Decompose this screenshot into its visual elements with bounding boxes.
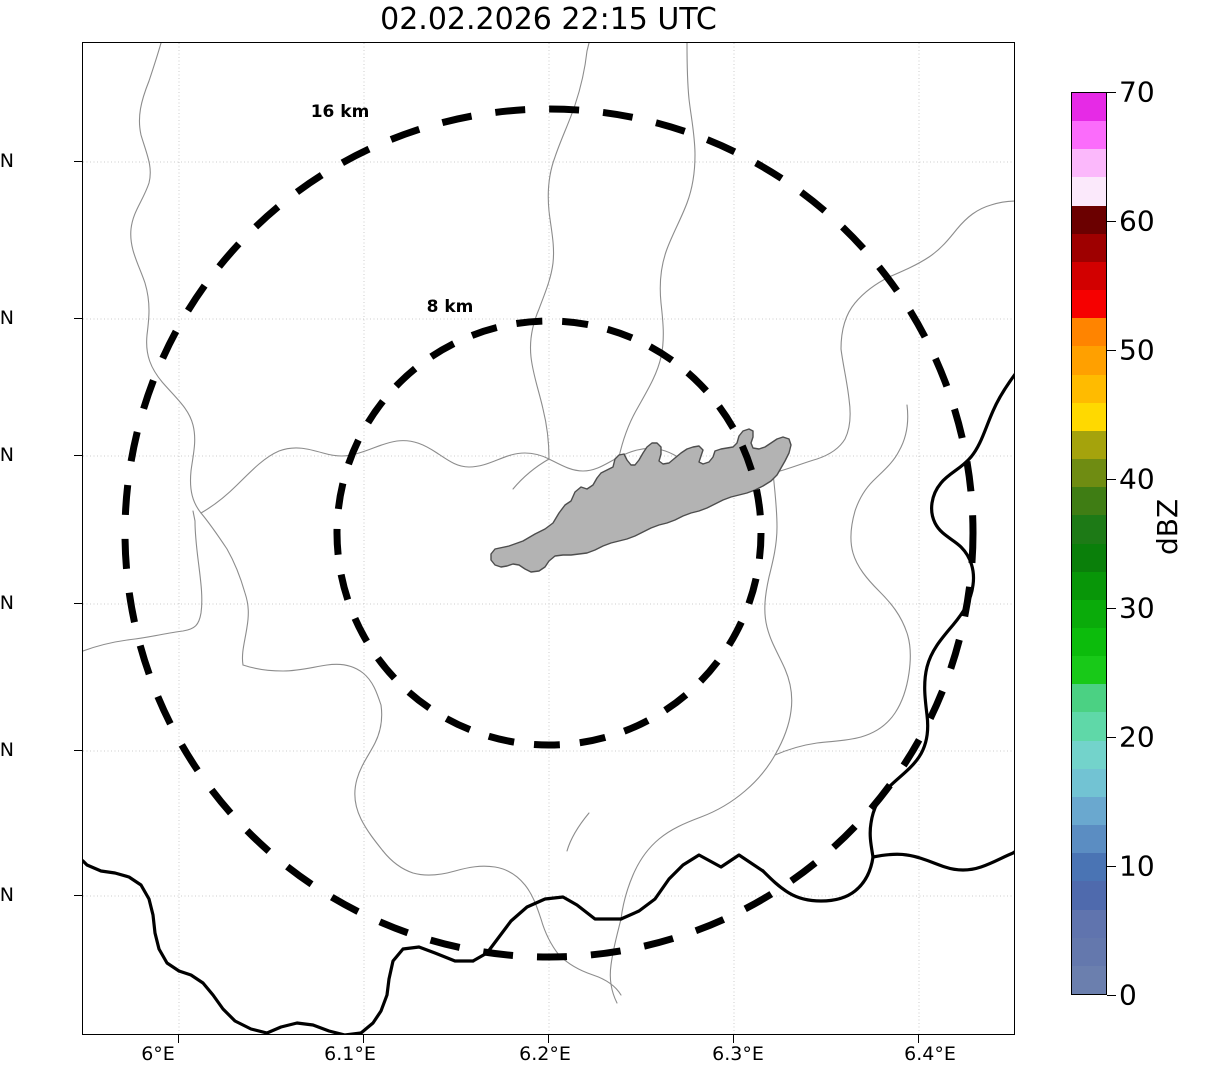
colorbar-tick-label-30: 30 <box>1119 591 1155 625</box>
xtick-label-6-3: 6.3°E <box>712 1043 764 1065</box>
colorbar-tick-label-20: 20 <box>1119 720 1155 754</box>
range-ring-8km <box>333 317 765 749</box>
ytick-label-49-55: 49.55°N <box>0 739 14 761</box>
colorbar-band <box>1072 656 1106 685</box>
colorbar-band <box>1072 346 1106 375</box>
ytick-label-49-7: 49.7°N <box>0 307 14 329</box>
xtick-label-6-4: 6.4°E <box>904 1043 956 1065</box>
colorbar-band <box>1072 768 1106 797</box>
xtick-label-6-2: 6.2°E <box>519 1043 571 1065</box>
colorbar-band <box>1072 965 1106 994</box>
xtick-mark <box>363 1035 364 1043</box>
colorbar-tick-label-70: 70 <box>1119 75 1155 109</box>
range-ring-label-8km: 8 km <box>426 297 474 317</box>
colorbar-band <box>1072 121 1106 150</box>
colorbar-band <box>1072 627 1106 657</box>
colorbar-band <box>1072 599 1106 628</box>
colorbar-band <box>1072 825 1106 854</box>
colorbar-axis-label: dBZ <box>1151 498 1184 555</box>
colorbar-band <box>1072 881 1106 910</box>
map-plot-area[interactable] <box>82 42 1015 1035</box>
colorbar-tick-mark <box>1107 350 1116 351</box>
colorbar-band <box>1072 93 1106 122</box>
colorbar-band <box>1072 177 1106 206</box>
colorbar-band <box>1072 402 1106 431</box>
range-rings <box>121 105 977 961</box>
range-ring-16km <box>121 105 977 961</box>
xtick-label-6-1: 6.1°E <box>324 1043 376 1065</box>
colorbar-tick-label-60: 60 <box>1119 204 1155 238</box>
colorbar-tick-mark <box>1107 995 1116 996</box>
xtick-mark <box>733 1035 734 1043</box>
colorbar-band <box>1072 459 1106 488</box>
colorbar-tick-mark <box>1107 479 1116 480</box>
colorbar-band <box>1072 853 1106 882</box>
colorbar-tick-label-40: 40 <box>1119 462 1155 496</box>
colorbar-tick-mark <box>1107 866 1116 867</box>
ytick-label-49-65: 49.65°N <box>0 444 14 466</box>
ytick-mark <box>74 161 82 162</box>
xtick-mark <box>178 1035 179 1043</box>
colorbar-band <box>1072 712 1106 741</box>
colorbar-tick-mark <box>1107 92 1116 93</box>
colorbar-band <box>1072 543 1106 572</box>
ytick-mark <box>74 455 82 456</box>
xtick-label-6: 6°E <box>141 1043 175 1065</box>
colorbar-band <box>1072 515 1106 544</box>
colorbar-band <box>1072 233 1106 262</box>
ytick-label-49-6: 49.6°N <box>0 592 14 614</box>
colorbar-band <box>1072 290 1106 319</box>
colorbar[interactable] <box>1071 92 1107 995</box>
colorbar-band <box>1072 740 1106 769</box>
page-title: 02.02.2026 22:15 UTC <box>380 2 717 37</box>
ytick-label-49-75: 49.75°N <box>0 150 14 172</box>
xtick-mark <box>548 1035 549 1043</box>
internal-boundaries <box>83 43 1014 1004</box>
ytick-mark <box>74 318 82 319</box>
colorbar-tick-label-0: 0 <box>1119 978 1137 1012</box>
colorbar-band <box>1072 374 1106 403</box>
colorbar-tick-label-10: 10 <box>1119 849 1155 883</box>
colorbar-band <box>1072 318 1106 347</box>
xtick-mark <box>918 1035 919 1043</box>
colorbar-tick-mark <box>1107 608 1116 609</box>
ytick-mark <box>74 603 82 604</box>
city-boundary-polygon <box>490 428 792 573</box>
map-canvas <box>83 43 1014 1034</box>
colorbar-band <box>1072 571 1106 600</box>
colorbar-band <box>1072 149 1106 178</box>
colorbar-band <box>1072 487 1106 516</box>
colorbar-tick-mark <box>1107 221 1116 222</box>
ytick-mark <box>74 895 82 896</box>
colorbar-band <box>1072 909 1106 938</box>
colorbar-band <box>1072 796 1106 826</box>
colorbar-band <box>1072 261 1106 291</box>
colorbar-band <box>1072 205 1106 234</box>
colorbar-tick-mark <box>1107 737 1116 738</box>
ytick-label-49-5: 49.5°N <box>0 884 14 906</box>
colorbar-band <box>1072 430 1106 460</box>
colorbar-tick-label-50: 50 <box>1119 333 1155 367</box>
colorbar-band <box>1072 937 1106 966</box>
colorbar-band <box>1072 684 1106 713</box>
ytick-mark <box>74 750 82 751</box>
range-ring-label-16km: 16 km <box>310 102 370 122</box>
